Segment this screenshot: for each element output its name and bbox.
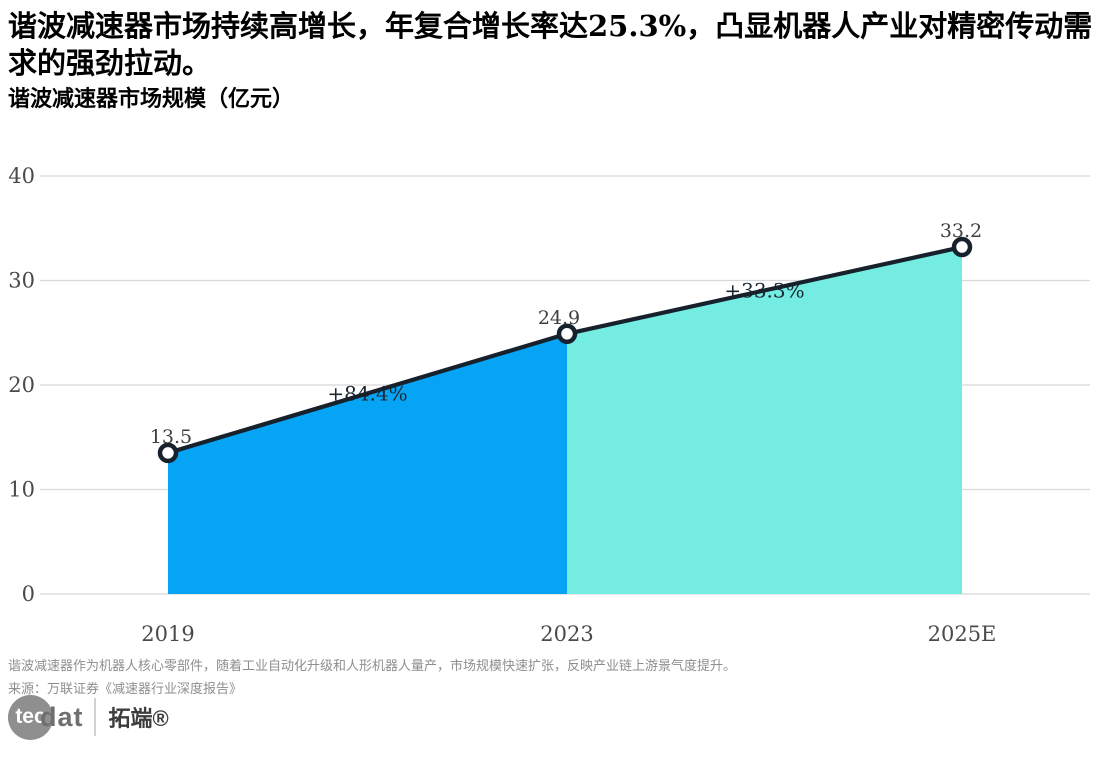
data-point-marker bbox=[556, 323, 578, 345]
chart-footnote: 谐波减速器作为机器人核心零部件，随着工业自动化升级和人形机器人量产，市场规模快速… bbox=[8, 659, 737, 674]
y-tick-label: 40 bbox=[8, 164, 35, 188]
data-point-label: 24.9 bbox=[538, 307, 580, 329]
x-tick-label: 2019 bbox=[141, 622, 194, 646]
chart-title: 谐波减速器市场持续高增长，年复合增长率达25.3%，凸显机器人产业对精密传动需求… bbox=[8, 9, 1093, 80]
y-tick-label: 30 bbox=[8, 269, 35, 293]
data-point-label: 13.5 bbox=[150, 426, 192, 448]
logo-suffix-text: dat bbox=[40, 701, 84, 732]
tecdat-logo: tec dat 拓端® bbox=[8, 694, 169, 740]
source-note: 来源：万联证券《减速器行业深度报告》 bbox=[8, 682, 243, 697]
logo-circle-text: tec bbox=[15, 705, 46, 728]
area-segment-2019 bbox=[168, 333, 567, 594]
x-tick-label: 2025E bbox=[928, 622, 997, 646]
data-point-marker bbox=[951, 236, 973, 258]
logo-brand-name: 拓端® bbox=[108, 706, 169, 731]
y-tick-label: 0 bbox=[22, 582, 35, 606]
y-tick-label: 10 bbox=[8, 478, 35, 502]
chart-subtitle: 谐波减速器市场规模（亿元） bbox=[8, 86, 295, 112]
data-point-label: 33.2 bbox=[940, 220, 982, 242]
x-tick-label: 2023 bbox=[540, 622, 593, 646]
area-segment-2023 bbox=[567, 247, 962, 594]
logo-divider bbox=[93, 698, 96, 736]
data-point-marker bbox=[157, 442, 179, 464]
logo-circle-icon: tec bbox=[8, 694, 53, 740]
y-tick-label: 20 bbox=[8, 373, 35, 397]
